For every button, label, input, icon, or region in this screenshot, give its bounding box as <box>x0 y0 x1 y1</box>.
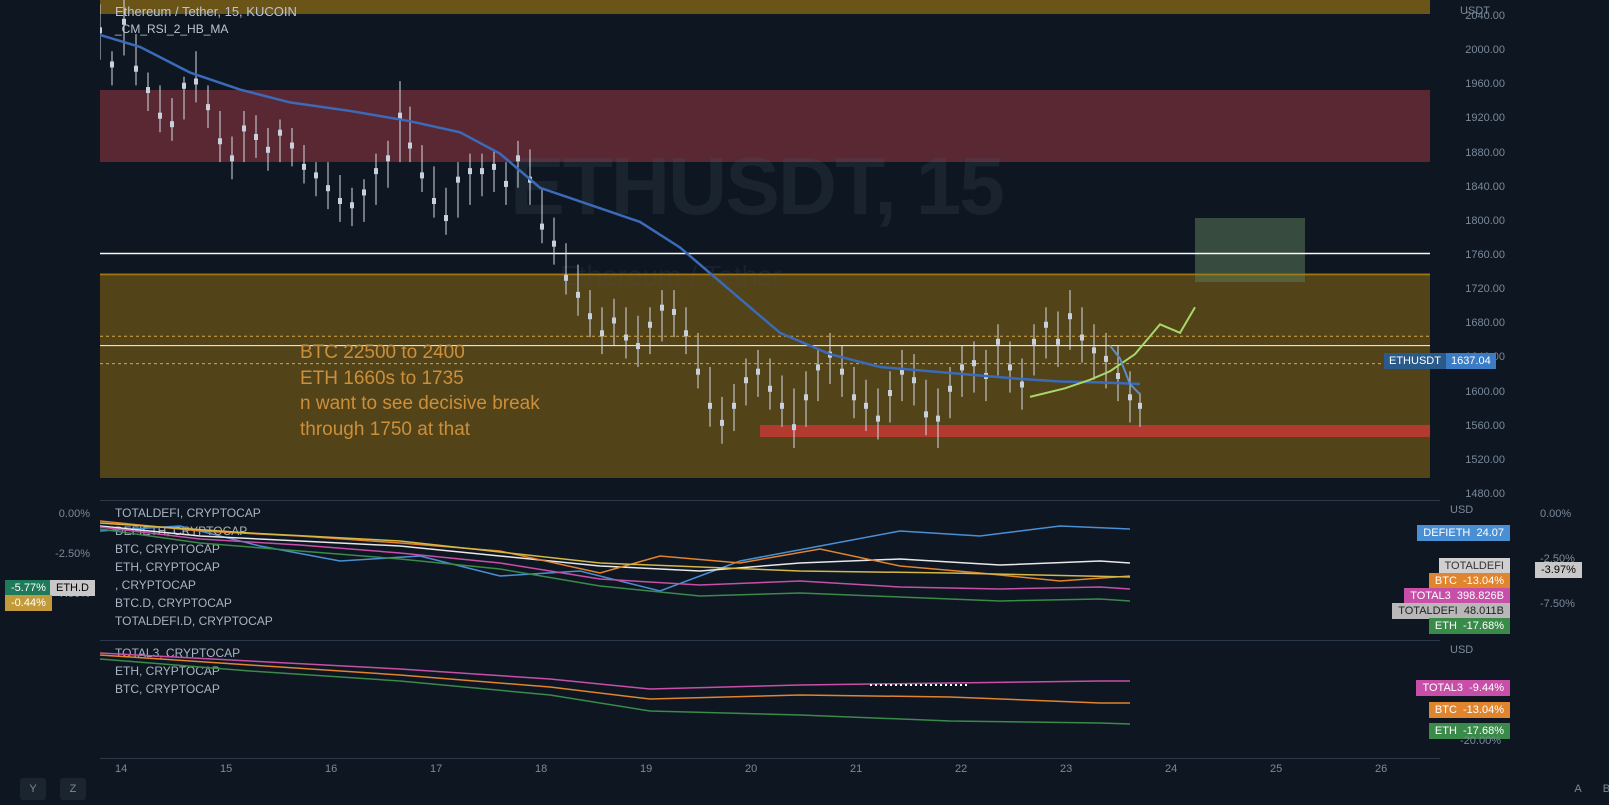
series-label: TOTALDEFI <box>1439 558 1511 574</box>
main-y-axis: USDT 2040.002000.001960.001920.001880.00… <box>1440 0 1510 495</box>
series-label: DEFIETH 24.07 <box>1417 525 1510 541</box>
axis-badge: -3.97% <box>1535 562 1582 578</box>
x-tick-label: 22 <box>955 763 967 775</box>
y-tick-label: 2040.00 <box>1465 10 1505 22</box>
y-tick-label: 2000.00 <box>1465 44 1505 56</box>
axis-badge: ETH.D <box>50 580 95 596</box>
y-tick-label: 1800.00 <box>1465 215 1505 227</box>
footer-button-z[interactable]: Z <box>60 778 86 800</box>
series-label: BTC -13.04% <box>1429 702 1510 718</box>
x-tick-label: 23 <box>1060 763 1072 775</box>
current-price-tag: ETHUSDT1637.04 <box>1378 353 1502 369</box>
x-tick-label: 14 <box>115 763 127 775</box>
y-tick-label: 1520.00 <box>1465 454 1505 466</box>
x-tick-label: 15 <box>220 763 232 775</box>
y-tick-label: 0.00% <box>59 508 90 520</box>
sub1-left-axis: 0.00%-2.50%-7.50%-5.77%ETH.D-0.44% <box>0 500 95 635</box>
series-label: BTC -13.04% <box>1429 573 1510 589</box>
footer-marker-a: A <box>1565 778 1591 800</box>
x-tick-label: 19 <box>640 763 652 775</box>
footer-button-y[interactable]: Y <box>20 778 46 800</box>
x-tick-label: 17 <box>430 763 442 775</box>
axis-badge: -5.77% <box>5 580 52 596</box>
x-tick-label: 21 <box>850 763 862 775</box>
y-tick-label: 1720.00 <box>1465 283 1505 295</box>
series-label: TOTAL3 398.826B <box>1404 588 1510 604</box>
sub-chart-1[interactable]: TOTALDEFI, CRYPTOCAPDEFIETH, CRYPTOCAPBT… <box>100 500 1440 635</box>
symbol-header[interactable]: Ethereum / Tether, 15, KUCOIN <box>115 4 297 19</box>
sub1-svg <box>100 501 1440 636</box>
y-tick-label: 1560.00 <box>1465 420 1505 432</box>
x-tick-label: 16 <box>325 763 337 775</box>
y-tick-label: 1880.00 <box>1465 147 1505 159</box>
sub2-ytick: -20.00% <box>1460 735 1501 747</box>
sub-chart-2[interactable]: TOTAL3, CRYPTOCAPETH, CRYPTOCAPBTC, CRYP… <box>100 640 1440 755</box>
y-tick-label: 1920.00 <box>1465 112 1505 124</box>
y-tick-label: 1600.00 <box>1465 386 1505 398</box>
y-tick-label: 1760.00 <box>1465 249 1505 261</box>
y-tick-label: 1840.00 <box>1465 181 1505 193</box>
x-tick-label: 24 <box>1165 763 1177 775</box>
main-chart-area[interactable]: ETHUSDT, 15 Ethereum / Tether BTC 22500 … <box>100 0 1440 495</box>
x-tick-label: 18 <box>535 763 547 775</box>
sub1-right-labels: DEFIETH 24.07 TOTALDEFIBTC -13.04%TOTAL3 … <box>1360 500 1510 635</box>
series-label: TOTAL3 -9.44% <box>1416 680 1510 696</box>
y-tick-label: 1680.00 <box>1465 317 1505 329</box>
series-label: TOTALDEFI 48.011B <box>1392 603 1510 619</box>
y-tick-label: -2.50% <box>55 548 90 560</box>
x-axis: 14 15 16 17 18 19 20 21 22 23 24 25 26 <box>100 758 1440 783</box>
x-tick-label: 20 <box>745 763 757 775</box>
x-tick-label: 25 <box>1270 763 1282 775</box>
footer-marker-b: B. <box>1595 778 1609 800</box>
y-tick-label: -7.50% <box>1540 598 1595 610</box>
indicator-header[interactable]: _CM_RSI_2_HB_MA <box>115 22 228 36</box>
annotation-text: BTC 22500 to 2400 ETH 1660s to 1735 n wa… <box>300 340 540 443</box>
x-tick-label: 26 <box>1375 763 1387 775</box>
sub2-svg <box>100 641 1440 756</box>
y-tick-label: 0.00% <box>1540 508 1595 520</box>
series-label: ETH -17.68% <box>1429 618 1510 634</box>
y-tick-label: 1480.00 <box>1465 488 1505 500</box>
y-tick-label: 1960.00 <box>1465 78 1505 90</box>
axis-badge: -0.44% <box>5 595 52 611</box>
